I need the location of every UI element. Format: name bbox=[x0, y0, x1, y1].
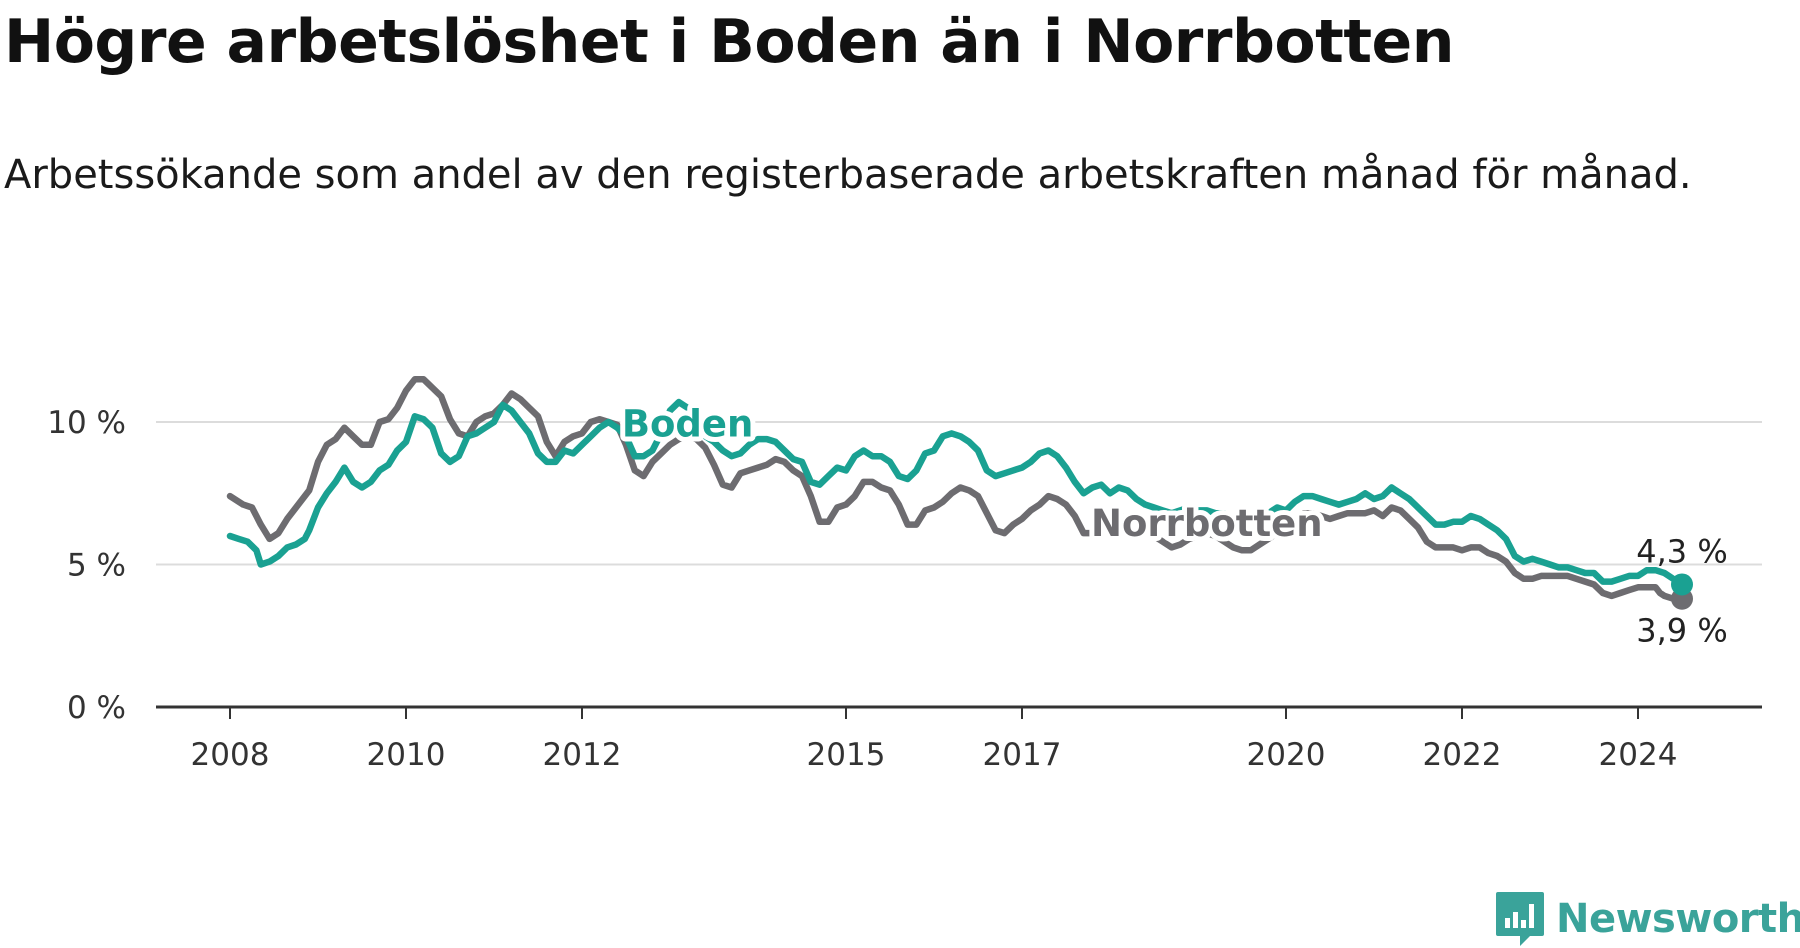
x-axis: 2008 2010 2012 2015 2017 2020 2022 2024 bbox=[156, 705, 1762, 773]
newsworthy-brand: Newsworthy bbox=[1494, 890, 1800, 948]
x-tick-label: 2010 bbox=[367, 737, 446, 773]
series-label-norrbotten: Norrbotten bbox=[1091, 502, 1323, 545]
chart-subtitle: Arbetssökande som andel av den registerb… bbox=[4, 152, 1692, 198]
x-tick-label: 2008 bbox=[191, 737, 270, 773]
series-label-boden: Boden bbox=[622, 402, 754, 445]
brand-name: Newsworthy bbox=[1556, 896, 1800, 942]
end-label-boden: 4,3 % bbox=[1636, 532, 1727, 570]
series-line-norrbotten bbox=[226, 376, 1686, 602]
y-tick-label: 10 % bbox=[47, 405, 126, 441]
x-tick-label: 2022 bbox=[1423, 737, 1502, 773]
y-tick-label: 0 % bbox=[67, 690, 126, 726]
x-tick-label: 2015 bbox=[807, 737, 886, 773]
y-axis: 0 % 5 % 10 % bbox=[47, 405, 126, 726]
x-tick-label: 2024 bbox=[1599, 737, 1678, 773]
series-lines bbox=[226, 376, 1686, 602]
x-tick-label: 2017 bbox=[983, 737, 1062, 773]
x-tick-label: 2012 bbox=[543, 737, 622, 773]
newsworthy-logo-icon bbox=[1496, 892, 1544, 946]
chart-title: Högre arbetslöshet i Boden än i Norrbott… bbox=[4, 7, 1454, 77]
series-labels: Boden Norrbotten bbox=[617, 397, 1328, 550]
y-tick-label: 5 % bbox=[67, 548, 126, 584]
series-line-boden bbox=[226, 398, 1686, 588]
end-marker-boden bbox=[1671, 573, 1693, 596]
end-label-norrbotten: 3,9 % bbox=[1636, 612, 1727, 650]
x-tick-label: 2020 bbox=[1247, 737, 1326, 773]
gridlines bbox=[156, 421, 1762, 566]
end-markers: 3,9 % 4,3 % bbox=[1636, 532, 1727, 649]
